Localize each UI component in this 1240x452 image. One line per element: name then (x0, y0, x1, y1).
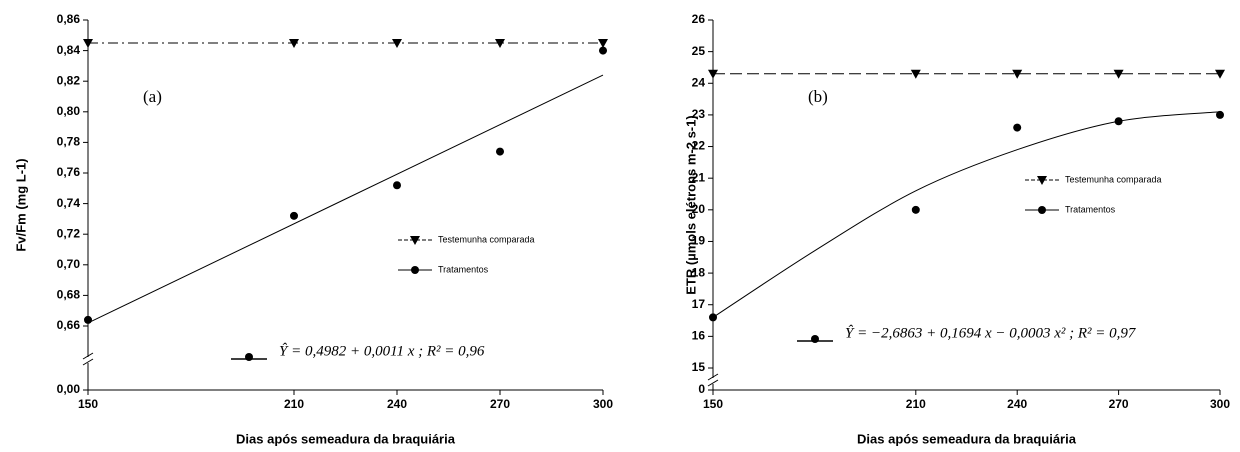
x-tick-label: 210 (906, 397, 926, 411)
legend-label: Testemunha comparada (1065, 174, 1162, 184)
x-tick-label: 210 (284, 397, 304, 411)
y-axis-label: Fv/Fm (mg L-1) (13, 158, 28, 251)
legend-label: Testemunha comparada (438, 234, 535, 244)
y-tick-label: 24 (692, 75, 706, 89)
triangle-marker (392, 38, 402, 48)
axis-break (707, 379, 719, 387)
triangle-marker (910, 69, 921, 79)
legend-marker (1037, 176, 1047, 185)
circle-marker (84, 315, 92, 324)
y-tick-label: 22 (692, 139, 706, 153)
x-axis-label: Dias após semeadura da braquiária (236, 431, 456, 446)
equation-marker (811, 335, 819, 343)
y-tick-label: 23 (692, 107, 706, 121)
legend-marker (411, 266, 419, 274)
equation-marker (245, 353, 253, 361)
circle-marker (911, 205, 920, 214)
equation: Ŷ = −2,6863 + 0,1694 x − 0,0003 x² ; R² … (845, 324, 1137, 341)
fit-curve (712, 111, 1221, 318)
x-tick-label: 240 (387, 397, 407, 411)
y-tick-label: 0 (698, 382, 705, 396)
y-tick-label: 0,78 (57, 135, 81, 149)
triangle-marker (708, 69, 718, 79)
y-tick-label: 0,84 (57, 43, 81, 57)
legend-label: Tratamentos (438, 264, 489, 274)
triangle-marker (1012, 69, 1023, 79)
circle-marker (1013, 123, 1022, 132)
axis-break (707, 373, 719, 381)
circle-marker (393, 181, 401, 190)
y-tick-label: 0,76 (57, 165, 81, 179)
x-axis-label: Dias após semeadura da braquiária (857, 431, 1077, 446)
y-tick-label: 0,70 (57, 257, 81, 271)
circle-marker (1114, 117, 1123, 126)
legend-marker (1038, 206, 1046, 214)
y-tick-label: 15 (692, 360, 706, 374)
circle-marker (709, 313, 717, 322)
circle-marker (496, 147, 504, 156)
panel-label: (a) (143, 87, 162, 106)
circle-marker (1216, 110, 1224, 119)
x-tick-label: 240 (1007, 397, 1027, 411)
y-tick-label: 17 (692, 297, 706, 311)
legend-marker (410, 236, 420, 245)
y-tick-label: 25 (692, 44, 706, 58)
triangle-marker (289, 38, 299, 48)
axis-break-gap (710, 378, 716, 384)
x-tick-label: 300 (1210, 397, 1230, 411)
axis-break-gap (85, 357, 91, 363)
y-tick-label: 21 (692, 170, 706, 184)
y-tick-label: 0,68 (57, 288, 81, 302)
panel-label: (b) (808, 87, 828, 106)
fit-curve (87, 74, 604, 324)
y-tick-label: 16 (692, 329, 706, 343)
y-tick-label: 18 (692, 265, 706, 279)
x-tick-label: 300 (593, 397, 613, 411)
triangle-marker (1113, 69, 1124, 79)
triangle-marker (495, 38, 505, 48)
y-tick-label: 19 (692, 234, 706, 248)
y-tick-label: 0,82 (57, 73, 81, 87)
x-tick-label: 270 (490, 397, 510, 411)
y-tick-label: 0,86 (57, 12, 81, 26)
legend-label: Tratamentos (1065, 204, 1116, 214)
triangle-marker (598, 38, 608, 48)
y-axis-label: ETR (µmols elétrons m-2 s-1) (683, 115, 698, 294)
y-tick-label: 0,66 (57, 318, 81, 332)
x-tick-label: 150 (703, 397, 723, 411)
triangle-marker (1215, 69, 1225, 79)
x-tick-label: 150 (78, 397, 98, 411)
circle-marker (290, 211, 298, 220)
x-tick-label: 270 (1109, 397, 1129, 411)
y-tick-label: 26 (692, 12, 706, 26)
y-tick-label: 0,74 (57, 196, 81, 210)
y-tick-label: 20 (692, 202, 706, 216)
y-tick-label: 0,00 (57, 382, 81, 396)
y-tick-label: 0,72 (57, 226, 81, 240)
triangle-marker (83, 38, 93, 48)
axis-break (82, 352, 94, 360)
equation: Ŷ = 0,4982 + 0,0011 x ; R² = 0,96 (279, 342, 485, 359)
y-tick-label: 0,80 (57, 104, 81, 118)
axis-break (82, 358, 94, 366)
circle-marker (599, 46, 607, 55)
